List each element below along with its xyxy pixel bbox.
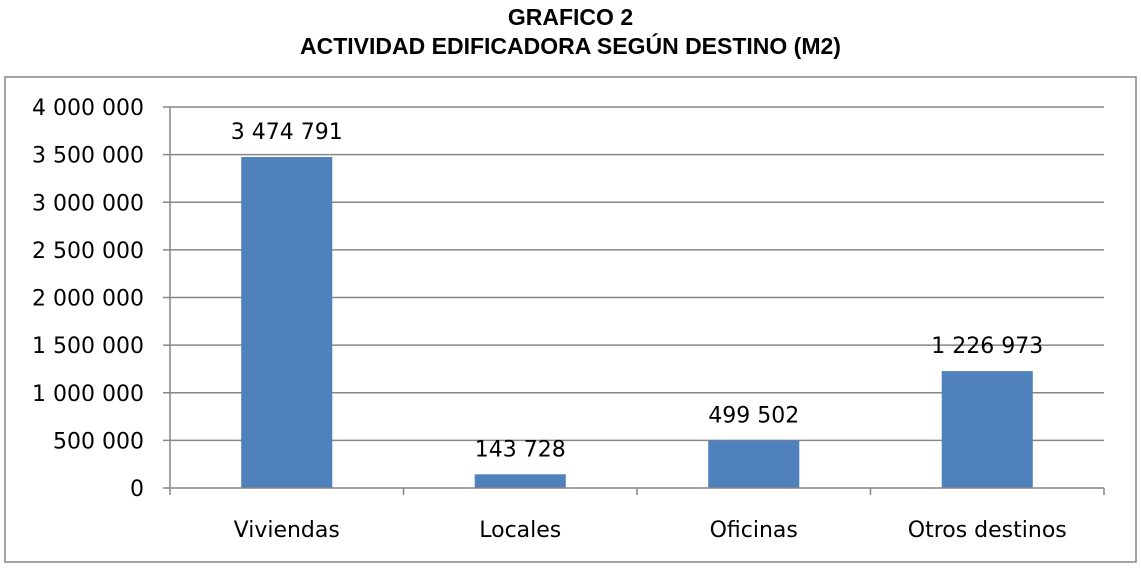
bar bbox=[241, 157, 333, 488]
y-tick-label: 2 000 000 bbox=[32, 287, 144, 312]
data-label: 3 474 791 bbox=[231, 120, 343, 145]
y-tick-label: 3 000 000 bbox=[32, 191, 144, 216]
y-tick-label: 500 000 bbox=[53, 429, 144, 454]
chart-title: GRAFICO 2 bbox=[507, 4, 634, 30]
y-tick-label: 1 000 000 bbox=[32, 382, 144, 407]
data-label: 1 226 973 bbox=[931, 334, 1043, 359]
x-category-label: Viviendas bbox=[234, 518, 340, 543]
y-tick-label: 3 500 000 bbox=[32, 144, 144, 169]
chart-frame bbox=[4, 76, 1137, 563]
x-category-label: Locales bbox=[479, 518, 561, 543]
data-label: 143 728 bbox=[475, 437, 566, 462]
x-category-label: Otros destinos bbox=[908, 518, 1067, 543]
data-label: 499 502 bbox=[708, 403, 799, 428]
bar bbox=[708, 440, 800, 488]
y-tick-label: 2 500 000 bbox=[32, 239, 144, 264]
y-tick-label: 0 bbox=[130, 477, 144, 502]
bar bbox=[474, 474, 566, 488]
chart-subtitle: ACTIVIDAD EDIFICADORA SEGÚN DESTINO (M2) bbox=[300, 33, 841, 59]
x-category-label: Oficinas bbox=[710, 518, 798, 543]
y-tick-label: 1 500 000 bbox=[32, 334, 144, 359]
bar bbox=[941, 371, 1033, 488]
y-tick-label: 4 000 000 bbox=[32, 96, 144, 121]
